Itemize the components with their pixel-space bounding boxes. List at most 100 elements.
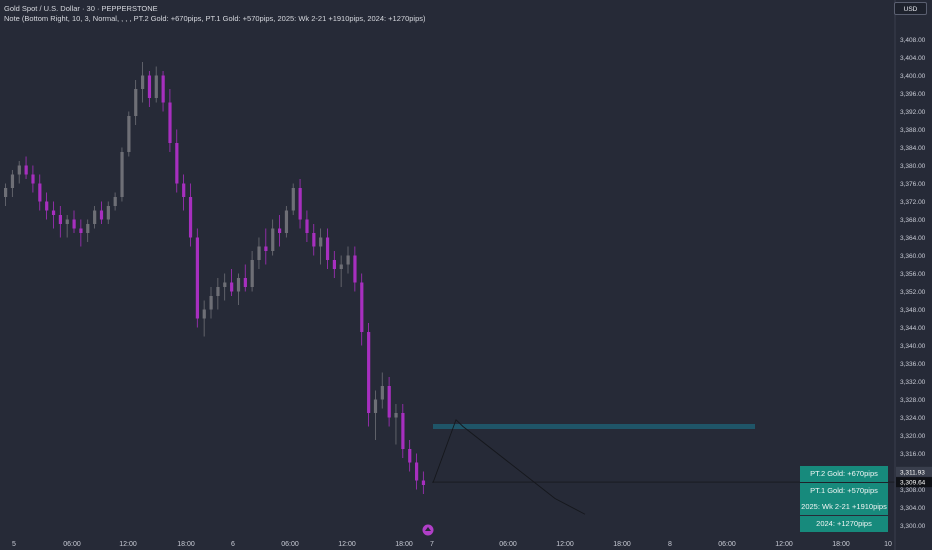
candle-body xyxy=(339,264,343,269)
time-tick-label: 06:00 xyxy=(281,541,299,548)
candle-body xyxy=(127,116,131,152)
candle-body xyxy=(134,89,138,116)
candle-body xyxy=(147,75,152,98)
candle-body xyxy=(332,260,336,269)
candle-body xyxy=(195,237,199,319)
candle-body xyxy=(141,75,145,89)
candle-body xyxy=(175,143,179,184)
price-tick-label: 3,300.00 xyxy=(900,523,926,530)
time-tick-label: 06:00 xyxy=(63,541,81,548)
candle-body xyxy=(93,210,97,224)
level-price-label-bg xyxy=(896,477,932,488)
time-tick-label: 18:00 xyxy=(177,541,195,548)
price-tick-label: 3,324.00 xyxy=(900,415,926,422)
currency-button[interactable]: USD xyxy=(894,2,927,15)
candle-body xyxy=(257,246,261,260)
candle-body xyxy=(209,296,213,310)
time-tick-label: 12:00 xyxy=(119,541,137,548)
candle-body xyxy=(415,462,419,481)
candle-body xyxy=(284,210,289,233)
candle-body xyxy=(79,228,83,233)
candle-body xyxy=(120,152,124,197)
candle-body xyxy=(421,480,426,485)
candle-body xyxy=(154,75,158,98)
note-2025[interactable]: 2025: Wk 2-21 +1910pips xyxy=(800,499,888,515)
price-tick-label: 3,392.00 xyxy=(900,109,926,116)
price-tick-label: 3,352.00 xyxy=(900,289,926,296)
time-tick-label: 8 xyxy=(668,541,672,548)
price-tick-label: 3,360.00 xyxy=(900,253,926,260)
candle-body xyxy=(202,309,206,319)
candle-body xyxy=(394,413,398,418)
candle-body xyxy=(401,413,405,449)
price-tick-label: 3,396.00 xyxy=(900,91,926,98)
level-price-label: 3,309.64 xyxy=(900,480,926,487)
candle-body xyxy=(86,224,90,233)
candle-body xyxy=(223,282,227,287)
candle-body xyxy=(106,206,110,220)
candle-body xyxy=(10,174,15,188)
price-tick-label: 3,388.00 xyxy=(900,127,926,134)
price-tick-label: 3,400.00 xyxy=(900,73,926,80)
candle-body xyxy=(4,188,8,197)
candle-body xyxy=(278,228,282,233)
candle-body xyxy=(319,237,323,247)
candle-body xyxy=(291,188,295,211)
price-tick-label: 3,376.00 xyxy=(900,181,926,188)
price-tick-label: 3,364.00 xyxy=(900,235,926,242)
candles xyxy=(4,62,426,494)
candle-body xyxy=(161,75,165,103)
candle-body xyxy=(113,197,117,206)
time-axis: 5 06:00 12:00 18:00 6 06:00 12:00 18:00 7 06:00 12… xyxy=(12,541,892,548)
candle-body xyxy=(230,282,234,292)
note-pt1[interactable]: PT.1 Gold: +570pips xyxy=(800,483,888,499)
candle-body xyxy=(264,246,268,251)
price-tick-label: 3,344.00 xyxy=(900,325,926,332)
candle-body xyxy=(72,219,76,229)
candle-body xyxy=(65,219,69,224)
candle-body xyxy=(380,386,384,400)
time-tick-label: 12:00 xyxy=(338,541,356,548)
price-axis: 3,300.003,304.003,308.003,312.003,316.00… xyxy=(894,0,932,550)
time-tick-label: 18:00 xyxy=(613,541,631,548)
candle-body xyxy=(45,201,49,211)
price-tick-label: 3,320.00 xyxy=(900,433,926,440)
candle-body xyxy=(243,278,247,287)
note-pt2[interactable]: PT.2 Gold: +670pips xyxy=(800,466,888,482)
candle-body xyxy=(250,260,254,287)
time-tick-label: 12:00 xyxy=(556,541,574,548)
time-tick-label: 6 xyxy=(231,541,235,548)
candle-body xyxy=(216,287,220,296)
candle-body xyxy=(353,255,357,283)
time-tick-label: 06:00 xyxy=(499,541,517,548)
candle-body xyxy=(182,183,186,197)
candle-body xyxy=(312,233,316,247)
candle-body xyxy=(298,188,302,220)
price-tick-label: 3,368.00 xyxy=(900,217,926,224)
candle-body xyxy=(17,165,21,175)
price-tick-label: 3,404.00 xyxy=(900,55,926,62)
price-tick-label: 3,384.00 xyxy=(900,145,926,152)
candle-body xyxy=(408,449,412,463)
current-price-label-bg xyxy=(896,466,932,477)
price-tick-label: 3,356.00 xyxy=(900,271,926,278)
candle-body xyxy=(38,183,42,202)
target-zone[interactable] xyxy=(433,424,755,429)
price-tick-label: 3,348.00 xyxy=(900,307,926,314)
candle-body xyxy=(360,282,364,332)
candle-body xyxy=(367,332,371,413)
price-tick-label: 3,340.00 xyxy=(900,343,926,350)
price-tick-label: 3,308.00 xyxy=(900,487,926,494)
indicator-legend[interactable]: Note (Bottom Right, 10, 3, Normal, , , ,… xyxy=(4,14,426,23)
time-tick-label: 12:00 xyxy=(775,541,793,548)
price-tick-label: 3,380.00 xyxy=(900,163,926,170)
candle-body xyxy=(99,210,104,220)
price-tick-label: 3,328.00 xyxy=(900,397,926,404)
projection-path[interactable] xyxy=(432,418,586,515)
candle-body xyxy=(325,237,330,260)
price-tick-label: 3,316.00 xyxy=(900,451,926,458)
note-2024[interactable]: 2024: +1270pips xyxy=(800,516,888,532)
price-tick-label: 3,304.00 xyxy=(900,505,926,512)
time-tick-label: 06:00 xyxy=(718,541,736,548)
